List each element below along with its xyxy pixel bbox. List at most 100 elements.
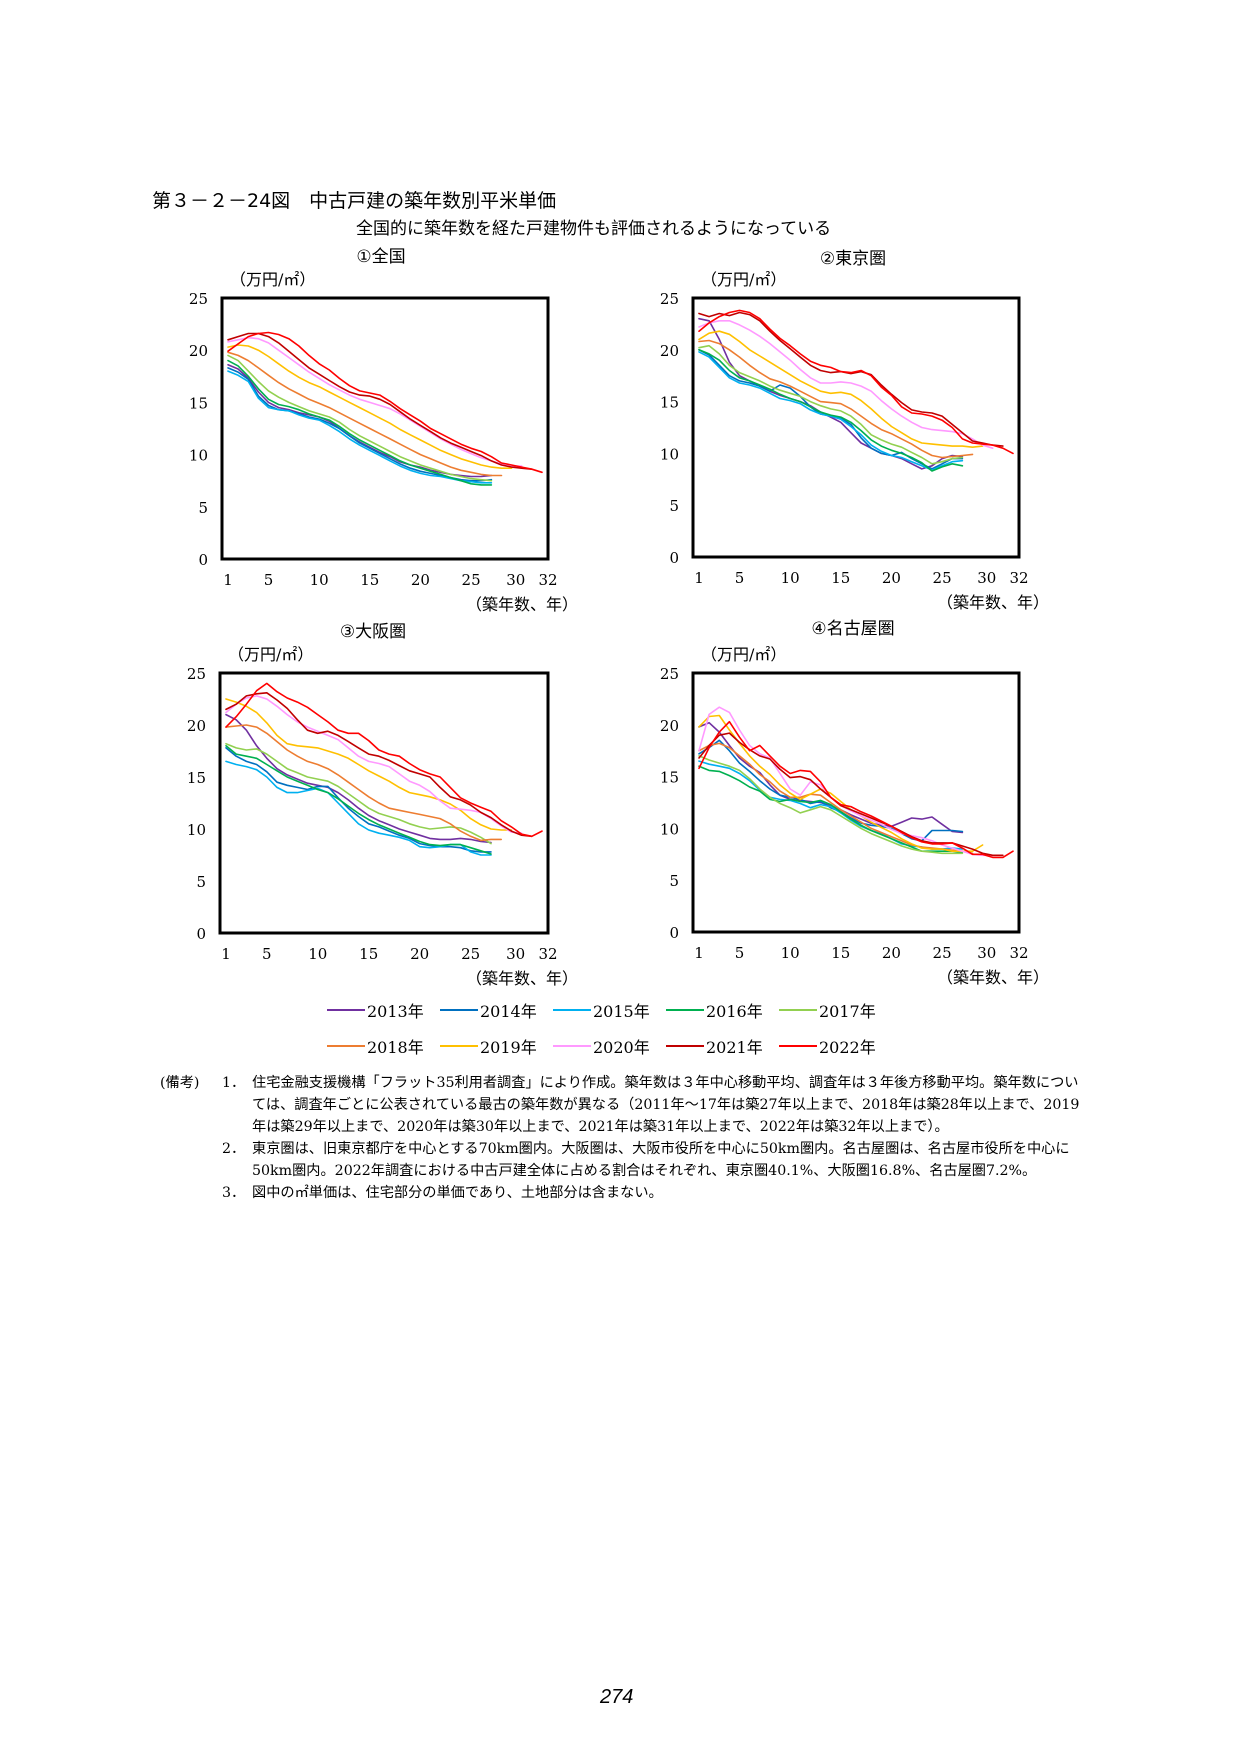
series-line-2019年	[225, 698, 513, 831]
x-tick-label: 32	[538, 571, 557, 589]
series-line-2020年	[227, 336, 523, 467]
x-tick-label: 1	[223, 571, 233, 589]
x-tick-label: 15	[831, 944, 850, 962]
series-line-2021年	[698, 311, 1004, 447]
series-line-2018年	[227, 351, 503, 477]
figure-title: 第３－２－24図 中古戸建の築年数別平米単価	[152, 190, 557, 212]
y-tick-label: 0	[198, 551, 208, 569]
x-tick-label: 30	[977, 569, 996, 587]
y-tick-label: 15	[189, 394, 208, 412]
series-line-2017年	[227, 354, 493, 482]
y-axis-label: （万円/㎡）	[701, 270, 786, 289]
x-tick-label: 25	[461, 945, 480, 963]
series-line-2022年	[225, 682, 543, 838]
y-tick-label: 5	[669, 497, 679, 515]
series-line-2016年	[698, 348, 964, 472]
x-tick-label: 5	[262, 945, 272, 963]
x-tick-label: 32	[1009, 944, 1028, 962]
series-line-2022年	[227, 331, 543, 474]
x-tick-label: 30	[977, 944, 996, 962]
y-tick-label: 10	[660, 820, 679, 838]
x-tick-label: 20	[882, 569, 901, 587]
note-number: 3．	[222, 1185, 246, 1201]
plot-frame	[218, 671, 550, 935]
series-line-2013年	[698, 317, 964, 470]
series-line-2016年	[227, 359, 493, 486]
series-line-2017年	[225, 742, 492, 845]
series-line-2018年	[698, 742, 974, 855]
note-number: 2．	[222, 1141, 246, 1157]
y-axis-label: （万円/㎡）	[230, 270, 315, 289]
note-row-1: (備考) 1． 住宅金融支援機構「フラット35利用者調査」により作成。築年数は３…	[160, 1072, 1090, 1138]
x-tick-label: 1	[221, 945, 231, 963]
y-tick-label: 20	[187, 717, 206, 735]
y-tick-label: 25	[660, 290, 679, 308]
figure-subtitle: 全国的に築年数を経た戸建物件も評価されるようになっている	[356, 219, 832, 239]
plot-frame	[691, 296, 1021, 559]
x-tick-label: 32	[538, 945, 557, 963]
note-row-3: 3． 図中の㎡単価は、住宅部分の単価であり、土地部分は含まない。	[160, 1182, 1090, 1204]
series-line-2015年	[227, 370, 493, 484]
series-line-2019年	[698, 330, 984, 449]
y-tick-label: 5	[198, 499, 208, 517]
y-tick-label: 5	[669, 872, 679, 890]
series-line-2013年	[225, 713, 492, 844]
series-line-2013年	[698, 721, 964, 834]
x-tick-label: 32	[1009, 569, 1028, 587]
x-tick-label: 5	[735, 944, 745, 962]
x-tick-label: 25	[462, 571, 481, 589]
note-row-2: 2． 東京圏は、旧東京都庁を中心とする70km圏内。大阪圏は、大阪市役所を中心に…	[160, 1138, 1090, 1182]
chart-title: ②東京圏	[820, 249, 886, 269]
x-tick-label: 10	[308, 945, 327, 963]
x-tick-label: 5	[735, 569, 745, 587]
y-tick-label: 10	[660, 445, 679, 463]
x-tick-label: 30	[506, 945, 525, 963]
x-tick-label: 20	[882, 944, 901, 962]
series-line-2013年	[227, 363, 493, 478]
y-tick-label: 0	[196, 925, 206, 943]
plot-frame	[691, 671, 1021, 934]
x-tick-label: 10	[781, 569, 800, 587]
series-line-2021年	[227, 332, 533, 471]
y-tick-label: 25	[189, 290, 208, 308]
note-number: 1．	[222, 1075, 246, 1091]
y-tick-label: 25	[660, 665, 679, 683]
series-line-2022年	[698, 309, 1014, 455]
series-line-2015年	[698, 351, 964, 471]
notes-label: (備考)	[160, 1075, 200, 1091]
x-tick-label: 30	[506, 571, 525, 589]
note-text: 東京圏は、旧東京都庁を中心とする70km圏内。大阪圏は、大阪市役所を中心に50k…	[252, 1141, 1070, 1179]
x-tick-label: 25	[933, 569, 952, 587]
y-axis-label: （万円/㎡）	[701, 645, 786, 664]
note-text: 住宅金融支援機構「フラット35利用者調査」により作成。築年数は３年中心移動平均、…	[252, 1075, 1080, 1135]
series-line-2014年	[227, 367, 493, 482]
series-line-2021年	[225, 691, 533, 838]
y-tick-label: 20	[660, 342, 679, 360]
plot-frame	[220, 296, 550, 561]
y-tick-label: 15	[187, 769, 206, 787]
notes: (備考) 1． 住宅金融支援機構「フラット35利用者調査」により作成。築年数は３…	[160, 1072, 1090, 1204]
series-line-2022年	[698, 720, 1014, 859]
series-line-2017年	[698, 755, 964, 855]
x-tick-label: 15	[359, 945, 378, 963]
chart-title: ①全国	[356, 247, 405, 267]
series-line-2020年	[225, 695, 523, 835]
y-tick-label: 15	[660, 394, 679, 412]
x-tick-label: 1	[694, 944, 704, 962]
x-tick-label: 10	[310, 571, 329, 589]
series-line-2017年	[698, 344, 964, 465]
page-number: 274	[600, 1686, 634, 1708]
x-axis-label: （築年数、年）	[466, 969, 578, 988]
x-axis-label: （築年数、年）	[937, 593, 1049, 612]
y-tick-label: 20	[660, 717, 679, 735]
x-tick-label: 10	[781, 944, 800, 962]
x-axis-label: （築年数、年）	[937, 968, 1049, 987]
series-line-2016年	[225, 744, 492, 855]
series-line-2018年	[225, 724, 503, 842]
y-tick-label: 0	[669, 549, 679, 567]
y-axis-label: （万円/㎡）	[228, 645, 313, 664]
y-tick-label: 5	[196, 873, 206, 891]
chart-title: ④名古屋圏	[811, 619, 894, 639]
y-tick-label: 10	[189, 447, 208, 465]
